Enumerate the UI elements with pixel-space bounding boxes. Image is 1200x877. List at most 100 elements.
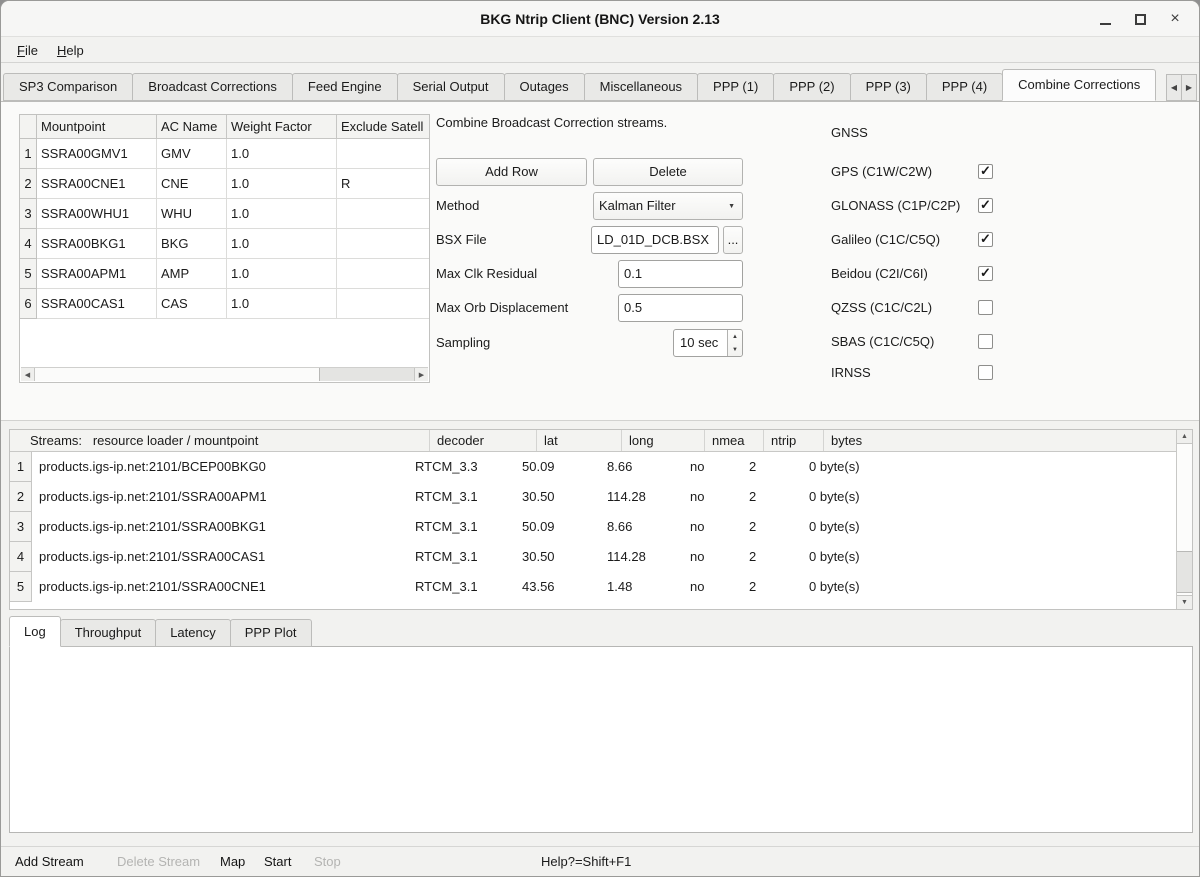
- close-button[interactable]: ×: [1170, 10, 1180, 27]
- max-orb-displacement-input[interactable]: 0.5: [618, 294, 743, 322]
- tab-scroll-left-button[interactable]: ◀: [1166, 74, 1182, 101]
- tab-miscellaneous[interactable]: Miscellaneous: [583, 73, 699, 101]
- statusbar: Add Stream Delete Stream Map Start Stop …: [1, 846, 1199, 876]
- scroll-right-arrow[interactable]: ▶: [414, 368, 428, 381]
- minimize-button[interactable]: [1094, 8, 1116, 30]
- tab-serial-output[interactable]: Serial Output: [396, 73, 505, 101]
- log-panel[interactable]: [9, 646, 1193, 833]
- tab-feed-engine[interactable]: Feed Engine: [291, 73, 398, 101]
- table-row[interactable]: 5 SSRA00APM1 AMP 1.0: [20, 259, 429, 289]
- stream-row[interactable]: 3 products.igs-ip.net:2101/SSRA00BKG1 RT…: [10, 512, 1192, 542]
- titlebar: BKG Ntrip Client (BNC) Version 2.13 ×: [1, 1, 1199, 37]
- tab-latency[interactable]: Latency: [155, 619, 231, 647]
- delete-button[interactable]: Delete: [593, 158, 743, 186]
- stream-row[interactable]: 1 products.igs-ip.net:2101/BCEP00BKG0 RT…: [10, 452, 1192, 482]
- qzss-checkbox[interactable]: ✓: [978, 300, 993, 315]
- gnss-label: QZSS (C1C/C2L): [831, 300, 933, 315]
- tab-ppp-plot[interactable]: PPP Plot: [229, 619, 312, 647]
- scroll-down-arrow[interactable]: ▼: [1177, 595, 1192, 609]
- tab-ppp-4[interactable]: PPP (4): [925, 73, 1004, 101]
- tab-scroll-buttons: ◀ ▶: [1166, 74, 1197, 101]
- horizontal-scrollbar[interactable]: ◀ ▶: [21, 367, 428, 381]
- header-exclude-satellites: Exclude Satell: [337, 115, 429, 139]
- irnss-checkbox[interactable]: ✓: [978, 365, 993, 380]
- start-button[interactable]: Start: [264, 854, 292, 869]
- header-ntrip: ntrip: [764, 430, 824, 451]
- tab-log[interactable]: Log: [9, 616, 61, 647]
- sbas-checkbox[interactable]: ✓: [978, 334, 993, 349]
- header-bytes: bytes: [831, 433, 863, 448]
- menu-file[interactable]: File: [17, 42, 38, 58]
- triangle-up-icon: ▲: [1181, 433, 1188, 440]
- table-row[interactable]: 2 SSRA00CNE1 CNE 1.0 R: [20, 169, 429, 199]
- tab-sp3-comparison[interactable]: SP3 Comparison: [3, 73, 134, 101]
- method-select[interactable]: Kalman Filter ▼: [593, 192, 743, 220]
- stream-row[interactable]: 5 products.igs-ip.net:2101/SSRA00CNE1 RT…: [10, 572, 1192, 602]
- gnss-label: GPS (C1W/C2W): [831, 164, 933, 179]
- tab-scroll-right-button[interactable]: ▶: [1181, 74, 1197, 101]
- gnss-item-sbas: SBAS (C1C/C5Q) ✓: [831, 333, 993, 350]
- max-clk-residual-input[interactable]: 0.1: [618, 260, 743, 288]
- bsx-file-input[interactable]: LD_01D_DCB.BSX: [591, 226, 719, 254]
- tab-broadcast-corrections[interactable]: Broadcast Corrections: [132, 73, 293, 101]
- bsx-browse-button[interactable]: ...: [723, 226, 743, 254]
- header-nmea: nmea: [705, 430, 764, 451]
- map-button[interactable]: Map: [220, 854, 246, 869]
- spin-up-button[interactable]: ▲: [728, 330, 742, 343]
- menu-help[interactable]: Help: [56, 42, 84, 58]
- horizontal-scrollbar-thumb[interactable]: [35, 368, 320, 381]
- tab-outages[interactable]: Outages: [503, 73, 585, 101]
- method-value: Kalman Filter: [599, 198, 676, 213]
- header-streams: Streams: resource loader / mountpoint: [10, 430, 430, 451]
- glonass-checkbox[interactable]: ✓: [978, 197, 993, 213]
- window-title: BKG Ntrip Client (BNC) Version 2.13: [480, 11, 720, 27]
- gnss-item-irnss: IRNSS ✓: [831, 364, 993, 381]
- gnss-label: GLONASS (C1P/C2P): [831, 198, 961, 213]
- header-lat: lat: [537, 430, 622, 451]
- gnss-label: SBAS (C1C/C5Q): [831, 334, 935, 349]
- table-row[interactable]: 4 SSRA00BKG1 BKG 1.0: [20, 229, 429, 259]
- spin-down-button[interactable]: ▼: [728, 343, 742, 356]
- table-row[interactable]: 6 SSRA00CAS1 CAS 1.0: [20, 289, 429, 319]
- tab-combine-corrections[interactable]: Combine Corrections: [1002, 69, 1157, 101]
- table-row[interactable]: 1 SSRA00GMV1 GMV 1.0: [20, 139, 429, 169]
- chevron-left-icon: ◀: [24, 371, 31, 379]
- table-row[interactable]: 3 SSRA00WHU1 WHU 1.0: [20, 199, 429, 229]
- maximize-button[interactable]: [1129, 8, 1151, 30]
- scroll-left-arrow[interactable]: ◀: [21, 368, 35, 381]
- header-ac-name: AC Name: [157, 115, 227, 139]
- vertical-scrollbar-thumb[interactable]: [1177, 551, 1192, 593]
- tab-ppp-3[interactable]: PPP (3): [849, 73, 927, 101]
- vertical-scrollbar[interactable]: ▲ ▼: [1176, 430, 1192, 609]
- tab-ppp-1[interactable]: PPP (1): [697, 73, 775, 101]
- checkmark-icon: ✓: [980, 197, 991, 212]
- bsx-file-label: BSX File: [436, 232, 487, 247]
- sampling-label: Sampling: [436, 335, 491, 350]
- max-clk-residual-label: Max Clk Residual: [436, 266, 538, 281]
- gnss-item-glonass: GLONASS (C1P/C2P) ✓: [831, 197, 993, 214]
- gps-checkbox[interactable]: ✓: [978, 163, 993, 179]
- triangle-up-icon: ▲: [732, 333, 738, 340]
- beidou-checkbox[interactable]: ✓: [978, 265, 993, 281]
- triangle-down-icon: ▼: [1181, 599, 1188, 606]
- stream-row[interactable]: 2 products.igs-ip.net:2101/SSRA00APM1 RT…: [10, 482, 1192, 512]
- add-stream-button[interactable]: Add Stream: [15, 854, 84, 869]
- mountpoints-table: Mountpoint AC Name Weight Factor Exclude…: [19, 114, 430, 383]
- galileo-checkbox[interactable]: ✓: [978, 231, 993, 247]
- window-controls: ×: [1094, 1, 1199, 37]
- checkmark-icon: ✓: [980, 231, 991, 246]
- gnss-label: Galileo (C1C/C5Q): [831, 232, 941, 247]
- checkmark-icon: ✓: [980, 265, 991, 280]
- gnss-label: Beidou (C2I/C6I): [831, 266, 928, 281]
- tab-throughput[interactable]: Throughput: [59, 619, 157, 647]
- scroll-up-arrow[interactable]: ▲: [1177, 430, 1192, 444]
- sampling-spinner[interactable]: 10 sec ▲ ▼: [673, 329, 743, 357]
- panel-description: Combine Broadcast Correction streams.: [436, 115, 668, 130]
- top-tabbar: SP3 Comparison Broadcast Corrections Fee…: [1, 69, 1199, 101]
- chevron-right-icon: ▶: [418, 371, 425, 379]
- add-row-button[interactable]: Add Row: [436, 158, 587, 186]
- streams-table: Streams: resource loader / mountpoint de…: [9, 429, 1193, 610]
- method-label: Method: [436, 198, 480, 213]
- stream-row[interactable]: 4 products.igs-ip.net:2101/SSRA00CAS1 RT…: [10, 542, 1192, 572]
- tab-ppp-2[interactable]: PPP (2): [773, 73, 851, 101]
